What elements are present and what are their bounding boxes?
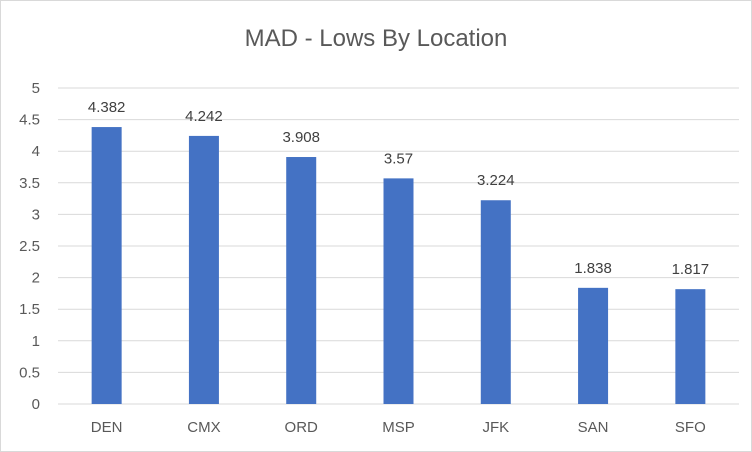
data-label: 1.838	[574, 260, 612, 277]
bar	[578, 287, 609, 404]
y-tick-label: 5	[32, 80, 40, 97]
data-label: 1.817	[672, 261, 710, 278]
bar	[480, 200, 511, 404]
bar	[286, 157, 317, 404]
x-tick-label: ORD	[285, 419, 319, 436]
x-tick-label: CMX	[187, 419, 220, 436]
y-tick-label: 3.5	[19, 175, 40, 192]
x-tick-label: DEN	[91, 419, 123, 436]
y-tick-label: 3	[32, 206, 40, 223]
y-tick-label: 4	[32, 143, 40, 160]
y-tick-label: 2.5	[19, 238, 40, 255]
bar	[383, 178, 414, 404]
y-tick-label: 1	[32, 333, 40, 350]
x-tick-label: JFK	[482, 419, 509, 436]
y-tick-label: 1.5	[19, 301, 40, 318]
data-label: 3.224	[477, 172, 515, 189]
data-label: 3.57	[384, 150, 413, 167]
x-tick-label: MSP	[382, 419, 415, 436]
data-label: 4.242	[185, 108, 223, 125]
x-tick-label: SAN	[578, 419, 609, 436]
bar	[91, 127, 122, 404]
y-tick-label: 0.5	[19, 364, 40, 381]
y-tick-label: 4.5	[19, 112, 40, 129]
y-tick-label: 0	[32, 396, 40, 413]
data-label: 4.382	[88, 99, 126, 116]
bar	[188, 135, 219, 405]
bar	[675, 289, 706, 404]
data-label: 3.908	[282, 129, 320, 146]
y-tick-label: 2	[32, 270, 40, 287]
chart-title: MAD - Lows By Location	[244, 25, 508, 52]
x-tick-label: SFO	[675, 419, 706, 436]
